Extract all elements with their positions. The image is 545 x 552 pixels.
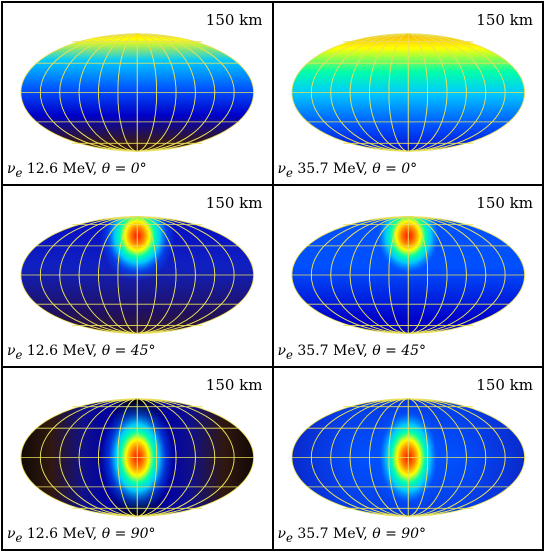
- sky-map: [20, 216, 255, 334]
- neutrino-symbol: ν: [277, 343, 287, 360]
- flavor-subscript: e: [15, 348, 23, 362]
- panel-caption: νe 35.7 MeV, θ = 45°: [278, 343, 427, 362]
- distance-label: 150 km: [476, 376, 533, 394]
- energy-label: 12.6 MeV,: [26, 343, 98, 360]
- sky-map: [20, 398, 255, 517]
- map-outline: [20, 216, 255, 334]
- angle-label: θ = 45°: [101, 343, 156, 360]
- sky-map: [20, 33, 255, 152]
- neutrino-symbol: ν: [7, 526, 16, 543]
- panel-2: 150 km νe 35.7 MeV, θ = 0°: [272, 3, 542, 185]
- angle-label: θ = 90°: [372, 526, 427, 543]
- map-outline: [290, 216, 525, 334]
- angle-label: θ = 0°: [372, 161, 418, 178]
- panel-3: 150 km νe 12.6 MeV, θ = 45°: [3, 185, 273, 367]
- angle-label: θ = 45°: [372, 343, 427, 360]
- panel-4: 150 km νe 35.7 MeV, θ = 45°: [272, 185, 542, 367]
- map-outline: [290, 33, 525, 152]
- distance-label: 150 km: [476, 194, 533, 212]
- energy-label: 12.6 MeV,: [26, 161, 98, 178]
- map-outline: [20, 33, 255, 152]
- panel-6: 150 km νe 35.7 MeV, θ = 90°: [272, 367, 542, 549]
- neutrino-symbol: ν: [7, 161, 16, 178]
- distance-label: 150 km: [476, 11, 533, 29]
- map-outline: [20, 398, 255, 517]
- angle-label: θ = 90°: [101, 526, 156, 543]
- energy-label: 35.7 MeV,: [297, 161, 368, 178]
- neutrino-symbol: ν: [277, 526, 287, 543]
- map-outline: [290, 398, 525, 517]
- panel-caption: νe 12.6 MeV, θ = 90°: [7, 526, 156, 545]
- neutrino-symbol: ν: [7, 343, 16, 360]
- sky-map: [290, 216, 525, 334]
- panel-caption: νe 35.7 MeV, θ = 90°: [278, 526, 427, 545]
- angle-label: θ = 0°: [101, 161, 147, 178]
- panel-5: 150 km νe 12.6 MeV, θ = 90°: [3, 367, 273, 549]
- distance-label: 150 km: [205, 194, 263, 212]
- distance-label: 150 km: [205, 376, 263, 394]
- flavor-subscript: e: [286, 348, 293, 362]
- energy-label: 35.7 MeV,: [297, 526, 368, 543]
- flavor-subscript: e: [286, 531, 293, 545]
- neutrino-symbol: ν: [277, 161, 287, 178]
- panel-1: 150 km νe 12.6 MeV, θ = 0°: [3, 3, 273, 185]
- flavor-subscript: e: [15, 166, 23, 180]
- distance-label: 150 km: [205, 11, 263, 29]
- panel-caption: νe 35.7 MeV, θ = 0°: [278, 161, 418, 180]
- flavor-subscript: e: [286, 166, 293, 180]
- sky-map: [290, 33, 525, 152]
- flavor-subscript: e: [15, 531, 23, 545]
- panel-caption: νe 12.6 MeV, θ = 0°: [7, 161, 147, 180]
- panel-caption: νe 12.6 MeV, θ = 45°: [7, 343, 156, 362]
- sky-map: [290, 398, 525, 517]
- energy-label: 35.7 MeV,: [297, 343, 368, 360]
- energy-label: 12.6 MeV,: [26, 526, 98, 543]
